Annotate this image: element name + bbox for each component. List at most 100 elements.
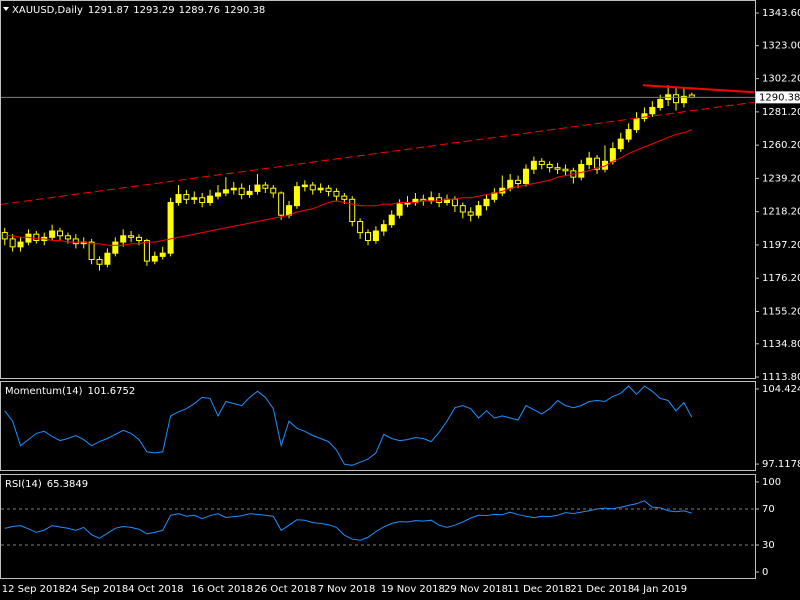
- main-frame: [0, 0, 756, 379]
- x-tick-label: 12 Sep 2018: [2, 584, 65, 595]
- candle-body: [167, 201, 174, 254]
- candle-body: [270, 187, 277, 194]
- panel-title: RSI(14): [5, 479, 42, 490]
- x-tick-label: 29 Nov 2018: [444, 584, 508, 595]
- moving-average: [4, 129, 692, 246]
- candle-body: [625, 129, 632, 140]
- candle-body: [459, 205, 466, 213]
- candle-body: [238, 187, 245, 196]
- candle-body: [214, 192, 221, 197]
- y-tick-label: 1323.00: [762, 41, 800, 52]
- menu-triangle[interactable]: [3, 7, 9, 11]
- candle-body: [586, 157, 593, 165]
- candle-body: [372, 230, 379, 242]
- y-tick-label: 1218.20: [762, 207, 800, 218]
- y-tick-label: 1343.60: [762, 8, 800, 19]
- candle-body: [522, 168, 529, 184]
- candle-body: [467, 211, 474, 216]
- candle-body: [88, 241, 95, 261]
- candle-body: [143, 240, 150, 262]
- price-box: [756, 91, 800, 104]
- candle-body: [135, 236, 142, 242]
- panel-title: XAUUSD,Daily: [12, 5, 83, 16]
- candle-body: [96, 259, 103, 265]
- candle-body: [657, 99, 664, 108]
- candle-body: [175, 194, 182, 203]
- y-tick-label: 1302.20: [762, 74, 800, 85]
- y-tick-label: 1113.80: [762, 372, 800, 383]
- trend-line: [1, 101, 755, 205]
- y-tick-label: 1239.20: [762, 173, 800, 184]
- candles: [1, 85, 695, 271]
- candle-body: [317, 187, 324, 191]
- y-tick-label: 70: [762, 504, 775, 515]
- x-tick-label: 26 Oct 2018: [254, 584, 316, 595]
- candle-body: [49, 230, 56, 238]
- candle-body: [491, 192, 498, 200]
- panel-value: 101.6752: [88, 386, 136, 397]
- candle-body: [199, 197, 206, 203]
- panel-value: 65.3849: [47, 479, 88, 490]
- candle-body: [673, 94, 680, 104]
- trend-line: [642, 84, 755, 94]
- candle-body: [388, 214, 395, 226]
- candle-body: [546, 163, 553, 169]
- candle-body: [538, 160, 545, 165]
- x-tick-label: 19 Nov 2018: [381, 584, 445, 595]
- candle-body: [530, 160, 537, 170]
- y-tick-label: 1260.20: [762, 140, 800, 151]
- y-tick-label: 104.4243: [762, 384, 800, 395]
- candle-body: [554, 167, 561, 170]
- y-tick-label: 1134.80: [762, 339, 800, 350]
- candle-body: [396, 203, 403, 216]
- candle-body: [641, 113, 648, 120]
- y-tick-label: 1281.20: [762, 107, 800, 118]
- y-tick-label: 0: [762, 567, 768, 578]
- candle-body: [33, 233, 40, 242]
- candle-body: [349, 198, 356, 222]
- candle-body: [475, 205, 482, 216]
- candle-body: [183, 194, 190, 200]
- price-label: 1290.38: [759, 92, 800, 103]
- candle-body: [230, 187, 237, 191]
- candle-body: [333, 190, 340, 197]
- indicator-line: [4, 500, 692, 541]
- candle-body: [309, 184, 316, 191]
- candle-body: [649, 106, 656, 115]
- candle-body: [578, 163, 585, 178]
- y-tick-label: 1197.20: [762, 240, 800, 251]
- panel-value: 1289.76: [179, 5, 220, 16]
- candle-body: [633, 118, 640, 131]
- panel-value: 1293.29: [133, 5, 174, 16]
- candle-body: [325, 187, 332, 192]
- candle-body: [609, 148, 616, 162]
- candle-body: [222, 189, 229, 194]
- candle-body: [120, 235, 127, 243]
- candle-body: [507, 179, 514, 189]
- candle-body: [286, 205, 293, 216]
- candle-body: [246, 190, 253, 196]
- candle-body: [594, 157, 601, 170]
- candle-body: [357, 220, 364, 234]
- candle-body: [151, 255, 158, 262]
- candle-body: [380, 224, 387, 232]
- x-tick-label: 4 Oct 2018: [128, 584, 183, 595]
- candle-body: [617, 138, 624, 150]
- candle-body: [72, 238, 79, 245]
- candle-body: [262, 184, 269, 189]
- x-tick-label: 4 Jan 2019: [634, 584, 688, 595]
- candle-body: [64, 235, 71, 240]
- candle-body: [159, 252, 166, 257]
- candle-body: [191, 197, 198, 200]
- candle-body: [17, 241, 24, 248]
- x-tick-label: 16 Oct 2018: [191, 584, 253, 595]
- momentum-frame: [0, 381, 756, 471]
- rsi-frame: [0, 474, 756, 579]
- panel-value: 1291.87: [88, 5, 129, 16]
- candle-body: [301, 184, 308, 188]
- panel-title: Momentum(14): [5, 386, 83, 397]
- candle-body: [483, 198, 490, 207]
